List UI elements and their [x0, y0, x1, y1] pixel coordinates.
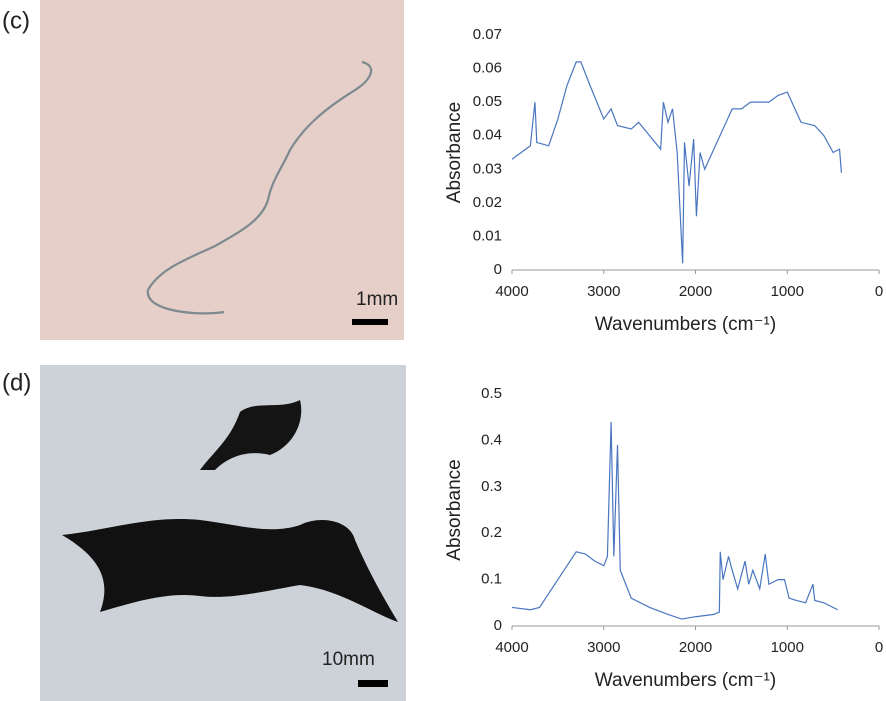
y-tick-label: 0.2	[481, 524, 502, 541]
spectrum	[511, 421, 838, 620]
y-tick-label: 0	[494, 261, 502, 278]
y-axis-label: Absorbance	[444, 102, 465, 203]
x-axis-label: Wavenumbers (cm⁻¹)	[595, 314, 776, 335]
panel-label: (d)	[2, 369, 31, 396]
fiber	[146, 60, 373, 315]
y-tick-label: 0.1	[481, 571, 502, 588]
y-tick-label: 0.01	[473, 227, 502, 244]
y-axis-label: Absorbance	[444, 459, 465, 560]
x-tick-label: 2000	[679, 283, 712, 300]
scale-bar	[352, 319, 388, 325]
x-tick-label: 4000	[495, 639, 528, 656]
y-tick-label: 0.04	[473, 127, 502, 144]
y-tick-label: 0.5	[481, 385, 502, 402]
x-tick-label: 3000	[587, 283, 620, 300]
y-tick-label: 0.05	[473, 93, 502, 110]
scale-label: 10mm	[322, 649, 375, 670]
x-tick-label: 2000	[679, 639, 712, 656]
flake	[62, 518, 398, 622]
y-tick-label: 0.03	[473, 160, 502, 177]
y-tick-label: 0.07	[473, 26, 502, 43]
x-tick-label: 1000	[771, 283, 804, 300]
x-tick-label: 0	[875, 283, 883, 300]
photo-fiber	[40, 0, 404, 340]
x-tick-label: 0	[875, 639, 883, 656]
scale-label: 1mm	[356, 289, 398, 310]
spectrum	[511, 61, 842, 264]
x-tick-label: 3000	[587, 639, 620, 656]
y-tick-label: 0.4	[481, 431, 502, 448]
x-tick-label: 1000	[771, 639, 804, 656]
panel-label: (c)	[2, 7, 30, 34]
y-tick-label: 0.3	[481, 478, 502, 495]
y-tick-label: 0	[494, 617, 502, 634]
scale-bar	[358, 680, 388, 687]
flake	[200, 400, 302, 470]
y-tick-label: 0.06	[473, 60, 502, 77]
x-tick-label: 4000	[495, 283, 528, 300]
y-tick-label: 0.02	[473, 194, 502, 211]
x-axis-label: Wavenumbers (cm⁻¹)	[595, 670, 776, 691]
